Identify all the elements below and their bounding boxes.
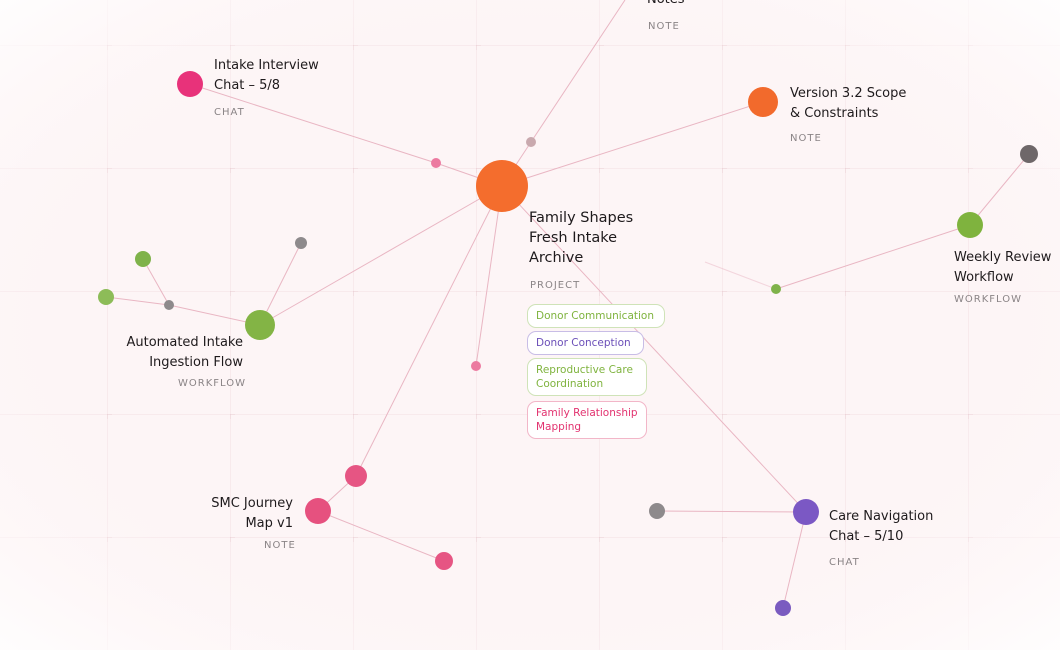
node-type: CHAT xyxy=(214,107,245,118)
node-label[interactable]: Intake Interview Chat – 5/8 xyxy=(214,58,319,93)
node-type: PROJECT xyxy=(530,280,581,291)
node[interactable] xyxy=(793,499,819,525)
major-nodes xyxy=(177,71,983,525)
node-label[interactable]: Family Shapes Fresh Intake Archive xyxy=(529,210,634,266)
node-type: NOTE xyxy=(264,540,296,551)
node-label[interactable]: Notes xyxy=(647,0,767,10)
node-label[interactable]: Version 3.2 Scope & Constraints xyxy=(790,86,907,121)
node[interactable] xyxy=(957,212,983,238)
edges xyxy=(105,0,1030,609)
node[interactable] xyxy=(476,160,528,212)
node-type: WORKFLOW xyxy=(954,294,1022,305)
node-type: NOTE xyxy=(790,133,822,144)
node[interactable] xyxy=(245,310,275,340)
node-type: NOTE xyxy=(648,21,680,32)
node[interactable] xyxy=(305,498,331,524)
tag-chip[interactable]: Donor Communication xyxy=(527,304,665,328)
node-type: WORKFLOW xyxy=(178,378,246,389)
node-type: CHAT xyxy=(829,557,860,568)
node-label[interactable]: SMC Journey Map v1 xyxy=(211,496,293,531)
tag-chip[interactable]: Family Relationship Mapping xyxy=(527,401,647,439)
node-label[interactable]: Weekly Review Workflow xyxy=(954,250,1052,285)
node-label[interactable]: Care Navigation Chat – 5/10 xyxy=(829,509,934,544)
minor-nodes xyxy=(98,137,1038,616)
tag-chip[interactable]: Donor Conception xyxy=(527,331,644,355)
tag-chip[interactable]: Reproductive Care Coordination xyxy=(527,358,647,396)
node[interactable] xyxy=(177,71,203,97)
node-label[interactable]: Automated Intake Ingestion Flow xyxy=(126,335,244,370)
node[interactable] xyxy=(748,87,778,117)
